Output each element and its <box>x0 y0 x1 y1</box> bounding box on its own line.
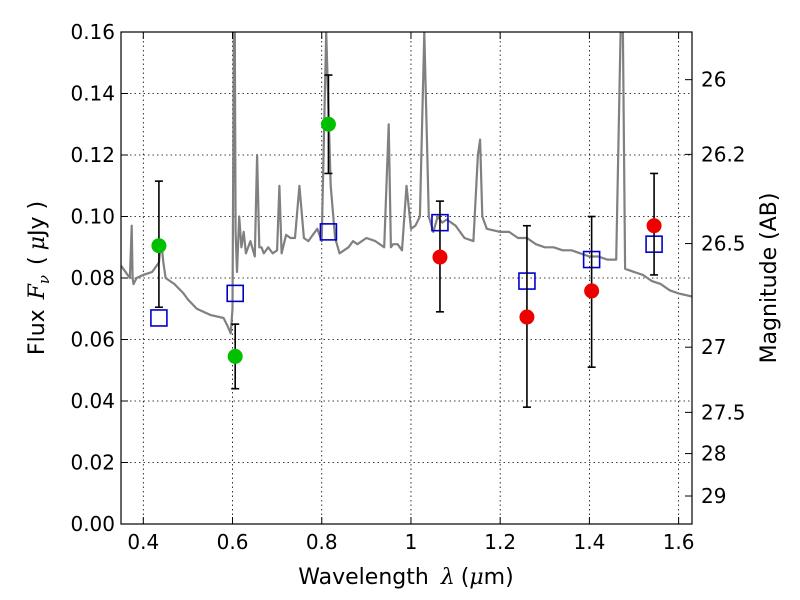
spectrum-line <box>121 32 692 335</box>
observed-point <box>227 348 243 364</box>
x-tick-label: 0.8 <box>306 530 338 554</box>
plot-area <box>121 32 692 408</box>
observed-point <box>432 249 448 265</box>
x-tick-label: 1.4 <box>573 530 605 554</box>
y2-tick-label: 26.5 <box>701 232 746 256</box>
y-tick-label: 0.12 <box>70 143 115 167</box>
axis-ticks <box>121 31 692 525</box>
y-tick-label: 0.00 <box>70 512 115 536</box>
y-tick-label: 0.04 <box>70 389 115 413</box>
observed-point <box>320 116 336 132</box>
model-photometry-point <box>226 284 244 303</box>
y2-tick-label: 29 <box>701 484 726 508</box>
y-tick-label: 0.16 <box>70 20 115 44</box>
y2-tick-label: 26.2 <box>701 142 746 166</box>
y-axis-title: FluxFν(μJy ) <box>25 201 53 355</box>
y2-tick-label: 28 <box>701 442 726 466</box>
x-axis-title: Wavelength λ (μm) <box>298 565 513 590</box>
observed-point <box>519 309 535 325</box>
y2-axis-title: Magnitude (AB) <box>757 193 782 364</box>
x-tick-label: 1.2 <box>484 530 516 554</box>
model-photometry-point <box>150 309 168 327</box>
x-tick-label: 0.4 <box>127 530 159 554</box>
y-tick-label: 0.08 <box>70 266 115 290</box>
y2-tick-label: 26 <box>701 68 726 92</box>
observed-point <box>646 218 662 234</box>
x-tick-label: 1.6 <box>663 530 695 554</box>
observed-point <box>151 238 167 254</box>
y-tick-label: 0.10 <box>70 205 115 229</box>
observed-point <box>584 283 600 299</box>
y2-tick-label: 27 <box>701 335 726 359</box>
y2-tick-label: 27.5 <box>701 400 746 424</box>
y-tick-label: 0.06 <box>70 328 115 352</box>
x-tick-label: 0.6 <box>217 530 249 554</box>
x-tick-label: 1 <box>405 530 418 554</box>
grid-lines <box>121 31 692 525</box>
y-tick-label: 0.14 <box>70 82 115 106</box>
model-photometry-point <box>319 223 338 241</box>
y-tick-label: 0.02 <box>70 451 115 475</box>
